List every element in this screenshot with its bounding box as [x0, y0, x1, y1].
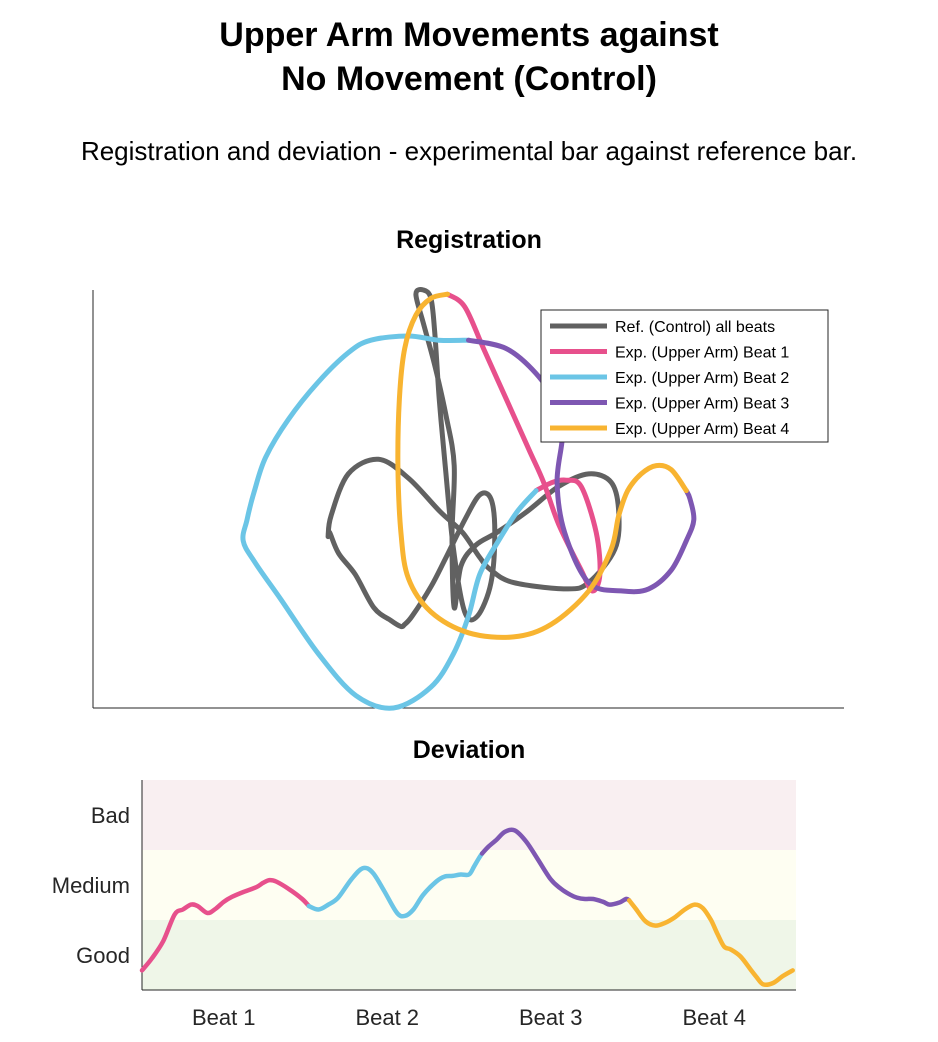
deviation-series-beat-1 — [139, 877, 312, 973]
registration-series-exp-upper-arm-beat-4 — [395, 291, 689, 640]
registration-legend: Ref. (Control) all beats Exp. (Upper Arm)… — [540, 309, 829, 443]
chart-title-line1: Upper Arm Movements against — [219, 16, 719, 54]
band-medium — [142, 850, 796, 920]
chart-title-line2: No Movement (Control) — [281, 60, 657, 98]
band-good — [142, 920, 796, 990]
x-tick-beat-4: Beat 4 — [682, 1005, 746, 1030]
deviation-title: Deviation — [412, 736, 526, 764]
chart-subtitle: Registration and deviation - experimenta… — [80, 136, 858, 166]
x-tick-beat-2: Beat 2 — [355, 1005, 419, 1030]
x-tick-beat-3: Beat 3 — [519, 1005, 583, 1030]
legend-label-exp-upper-arm-beat-4: Exp. (Upper Arm) Beat 4 — [615, 421, 789, 438]
y-tick-good: Good — [76, 943, 130, 968]
legend-label-exp-upper-arm-beat-3: Exp. (Upper Arm) Beat 3 — [615, 396, 789, 413]
x-tick-beat-1: Beat 1 — [192, 1005, 256, 1030]
legend-label-exp-upper-arm-beat-2: Exp. (Upper Arm) Beat 2 — [615, 370, 789, 387]
deviation-series-beat-3 — [479, 827, 632, 907]
registration-title: Registration — [396, 226, 542, 254]
y-tick-medium: Medium — [52, 873, 130, 898]
legend-label-ref-control-all-beats: Ref. (Control) all beats — [615, 319, 775, 336]
legend-label-exp-upper-arm-beat-1: Exp. (Upper Arm) Beat 1 — [615, 345, 789, 362]
band-bad — [142, 780, 796, 850]
y-tick-bad: Bad — [91, 803, 130, 828]
deviation-series-beat-2 — [306, 851, 485, 919]
deviation-series-beat-4 — [626, 898, 795, 988]
registration-series-exp-upper-arm-beat-2 — [240, 333, 539, 711]
